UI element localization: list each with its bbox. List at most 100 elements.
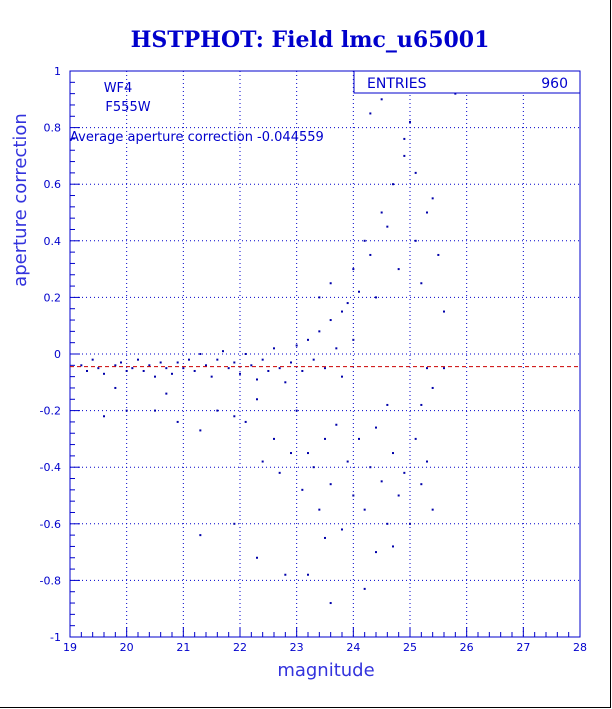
data-point <box>120 361 122 364</box>
data-point <box>131 367 134 370</box>
data-point <box>386 522 389 525</box>
y-tick-label: -1 <box>50 631 61 644</box>
data-points <box>80 92 457 605</box>
y-tick-label: 1 <box>54 65 61 78</box>
data-point <box>188 358 190 361</box>
x-tick-label: 26 <box>460 641 474 654</box>
data-point <box>437 253 440 256</box>
data-point <box>443 310 445 313</box>
data-point <box>199 353 202 355</box>
data-point <box>329 483 332 486</box>
data-point <box>426 211 428 214</box>
data-point <box>426 460 428 463</box>
data-point <box>256 378 258 381</box>
x-tick-label: 21 <box>176 641 190 654</box>
data-point <box>431 386 434 389</box>
data-point <box>420 282 423 285</box>
data-point <box>205 364 207 367</box>
data-point <box>233 522 236 525</box>
data-point <box>318 508 321 511</box>
data-point <box>278 367 281 370</box>
y-tick-label: -0.8 <box>40 574 61 587</box>
average-annotation: Average aperture correction -0.044559 <box>70 130 324 145</box>
data-point <box>222 350 224 353</box>
y-tick-labels: 1 0.8 0.6 0.4 0.2 0 -0.2 -0.4 -0.6 -0.8 -1 <box>40 65 61 644</box>
data-point <box>380 480 383 483</box>
data-point <box>414 171 417 174</box>
x-tick-label: 25 <box>403 641 417 654</box>
data-point <box>312 466 315 469</box>
data-point <box>97 367 100 370</box>
data-point <box>392 452 394 455</box>
data-point <box>341 310 343 313</box>
data-point <box>409 522 411 525</box>
data-point <box>91 358 94 361</box>
data-point <box>290 452 292 455</box>
data-point <box>171 372 173 375</box>
x-tick-labels: 19 20 21 22 23 24 25 26 27 28 <box>63 641 587 654</box>
data-point <box>324 536 326 539</box>
data-point <box>284 573 287 576</box>
y-tick-label: -0.2 <box>40 405 61 418</box>
data-point <box>431 508 434 511</box>
y-tick-label: 0.4 <box>44 235 62 248</box>
data-point <box>86 369 88 372</box>
y-tick-label: 0.8 <box>44 122 62 135</box>
data-point <box>273 347 275 350</box>
data-point <box>409 120 411 123</box>
x-tick-label: 28 <box>573 641 587 654</box>
data-point <box>369 253 372 256</box>
data-point <box>403 471 406 474</box>
data-point <box>295 409 298 412</box>
data-point <box>363 508 366 511</box>
data-point <box>125 369 128 372</box>
y-tick-label: 0 <box>54 348 61 361</box>
stats-box-frame <box>353 70 581 94</box>
data-point <box>284 381 287 384</box>
data-point <box>335 423 338 426</box>
data-point <box>278 471 281 474</box>
data-point <box>273 437 275 440</box>
data-point <box>375 296 377 299</box>
data-point <box>103 415 105 418</box>
x-tick-label: 23 <box>290 641 304 654</box>
data-point <box>397 268 400 271</box>
data-point <box>261 358 264 361</box>
data-point <box>250 364 253 367</box>
data-point <box>403 137 406 140</box>
data-point <box>290 361 292 364</box>
data-point <box>199 534 202 537</box>
data-point <box>307 573 309 576</box>
data-point <box>239 372 241 375</box>
data-point <box>369 112 372 115</box>
data-point <box>125 409 128 412</box>
data-point <box>114 364 117 367</box>
data-point <box>216 358 219 361</box>
y-tick-label: -0.4 <box>40 461 61 474</box>
data-point <box>420 483 423 486</box>
stats-value: 960 <box>541 76 568 92</box>
data-point <box>210 375 213 378</box>
data-point <box>335 347 338 350</box>
data-point <box>386 225 389 228</box>
data-point <box>301 488 304 491</box>
x-tick-label: 19 <box>63 641 77 654</box>
data-point <box>352 268 355 271</box>
y-tick-label: 0.2 <box>44 291 62 304</box>
data-point <box>324 437 326 440</box>
data-point <box>199 429 202 432</box>
data-point <box>375 426 377 429</box>
data-point <box>426 367 428 370</box>
chip-label: WF4 <box>104 81 133 96</box>
y-axis-label: aperture correction <box>10 113 31 287</box>
data-point <box>307 452 309 455</box>
data-point <box>103 372 105 375</box>
data-point <box>114 386 117 389</box>
data-point <box>182 367 185 370</box>
data-point <box>244 353 247 355</box>
data-point <box>227 367 230 370</box>
data-point <box>392 545 394 548</box>
data-point <box>148 364 151 367</box>
data-point <box>392 183 394 186</box>
